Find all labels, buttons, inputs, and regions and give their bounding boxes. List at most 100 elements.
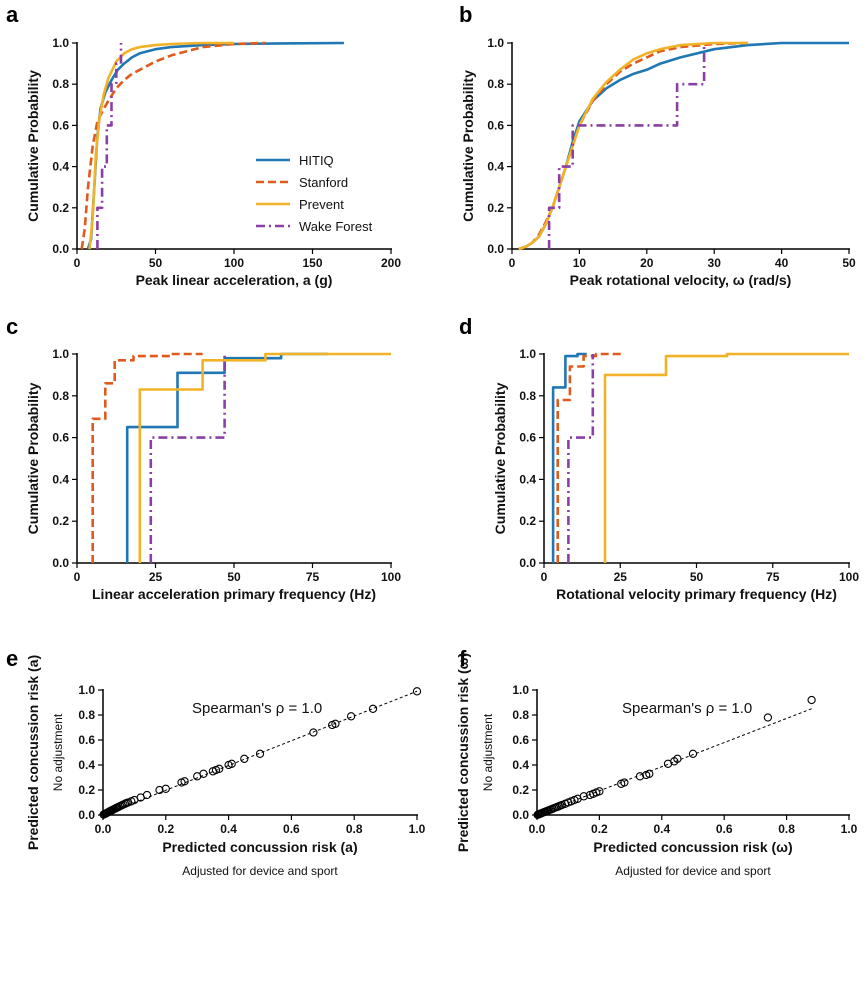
x-tick-label: 0 xyxy=(74,570,81,584)
y-tick-label: 0.2 xyxy=(512,783,529,797)
series-line-prevent xyxy=(88,41,234,250)
x-tick-label: 0.8 xyxy=(346,822,363,836)
x-tick-label: 0 xyxy=(509,256,516,270)
y-tick-label: 0.0 xyxy=(512,808,529,822)
y-tick-label: 0.8 xyxy=(78,708,95,722)
scatter-point xyxy=(346,712,356,721)
x-tick-label: 0 xyxy=(74,256,81,270)
y-tick-label: 0.4 xyxy=(512,758,529,772)
y-axis-sublabel: No adjustment xyxy=(51,713,65,791)
x-axis-label: Predicted concussion risk (a) xyxy=(162,839,357,855)
y-tick-label: 1.0 xyxy=(487,36,504,50)
y-tick-label: 0.8 xyxy=(52,389,69,403)
y-axis-label: Cumulative Probability xyxy=(25,70,41,222)
spearman-annotation: Spearman's ρ = 1.0 xyxy=(192,700,322,717)
x-axis-sublabel: Adjusted for device and sport xyxy=(182,864,338,878)
legend: HITIQ Stanford Prevent Wake Forest xyxy=(256,153,373,234)
x-tick-label: 100 xyxy=(839,570,859,584)
series-line-wake-forest xyxy=(96,43,123,249)
x-axis-label: Linear acceleration primary frequency (H… xyxy=(92,586,376,602)
y-tick-label: 0.2 xyxy=(78,783,95,797)
y-tick-label: 1.0 xyxy=(512,683,529,697)
x-axis-label: Peak linear acceleration, a (g) xyxy=(136,272,333,288)
y-tick-label: 0.2 xyxy=(52,514,69,528)
y-tick-label: 0.6 xyxy=(487,118,504,132)
y-tick-label: 0.0 xyxy=(519,556,536,570)
x-tick-label: 50 xyxy=(690,570,704,584)
x-tick-label: 100 xyxy=(381,570,401,584)
series-line-wake-forest xyxy=(567,354,595,563)
y-tick-label: 0.4 xyxy=(487,160,504,174)
spearman-annotation: Spearman's ρ = 1.0 xyxy=(622,700,752,717)
series-line-prevent xyxy=(603,352,849,563)
x-tick-label: 0.6 xyxy=(283,822,300,836)
scatter-point xyxy=(309,728,318,737)
x-tick-label: 25 xyxy=(149,570,163,584)
scatter-point xyxy=(807,695,816,705)
panel-c: c 0 25 50 75 100 0.0 0.2 0.4 0.6 0.8 1.0 Linear acce… xyxy=(6,314,401,602)
y-tick-label: 0.8 xyxy=(519,389,536,403)
y-tick-label: 1.0 xyxy=(78,683,95,697)
x-tick-label: 75 xyxy=(766,570,780,584)
x-tick-label: 50 xyxy=(227,570,241,584)
panel-label-e: e xyxy=(6,646,18,671)
y-tick-label: 0.0 xyxy=(52,242,69,256)
x-tick-label: 0.4 xyxy=(653,822,670,836)
scatter-point xyxy=(155,785,164,795)
y-tick-label: 0.0 xyxy=(78,808,95,822)
fit-line xyxy=(102,690,418,816)
x-tick-label: 0.0 xyxy=(95,822,112,836)
y-tick-label: 0.8 xyxy=(52,77,69,91)
y-axis-label: Cumulative Probability xyxy=(25,382,41,534)
scatter-point xyxy=(412,687,422,696)
x-tick-label: 0.8 xyxy=(778,822,795,836)
scatter-point xyxy=(595,787,604,796)
y-tick-label: 1.0 xyxy=(52,347,69,361)
y-tick-label: 0.2 xyxy=(487,201,504,215)
y-tick-label: 0.2 xyxy=(52,201,69,215)
y-tick-label: 1.0 xyxy=(52,36,69,50)
y-tick-label: 0.0 xyxy=(487,242,504,256)
panel-e: e 0.0 0.2 0.4 0.6 0.8 1.0 0.0 0.2 0.4 0.6 0.8 1.0 Pre… xyxy=(6,646,426,878)
panel-label-d: d xyxy=(459,314,472,339)
series-line-wake-forest xyxy=(149,354,226,563)
panel-a: a 0 50 100 150 200 0.0 0.2 0.4 0.6 0.8 1.0 Peak line… xyxy=(6,2,401,288)
legend-label: Wake Forest xyxy=(299,219,373,234)
y-tick-label: 0.6 xyxy=(78,733,95,747)
y-tick-label: 0.4 xyxy=(52,472,69,486)
y-tick-label: 1.0 xyxy=(519,347,536,361)
series-line-stanford xyxy=(91,352,203,563)
x-tick-label: 1.0 xyxy=(409,822,426,836)
panel-label-a: a xyxy=(6,2,19,27)
y-tick-label: 0.6 xyxy=(519,431,536,445)
series-line-stanford xyxy=(556,352,624,563)
x-tick-label: 1.0 xyxy=(841,822,858,836)
y-axis-sublabel: No adjustment xyxy=(481,713,495,791)
series-line-prevent xyxy=(138,352,391,563)
scatter-point xyxy=(579,792,588,801)
x-tick-label: 25 xyxy=(614,570,628,584)
y-tick-label: 0.8 xyxy=(487,77,504,91)
scatter-point xyxy=(180,777,189,786)
series-line-hitiq xyxy=(125,352,329,563)
y-axis-label: Cumulative Probability xyxy=(492,382,508,534)
y-tick-label: 0.2 xyxy=(519,514,536,528)
scatter-point xyxy=(673,754,682,763)
scatter-point xyxy=(227,759,236,768)
x-tick-label: 0.2 xyxy=(157,822,174,836)
scatter-point xyxy=(199,769,208,778)
scatter-point xyxy=(368,704,378,713)
x-tick-label: 150 xyxy=(302,256,322,270)
scatter-point xyxy=(161,784,170,793)
scatter-point xyxy=(142,790,152,800)
scatter-point xyxy=(255,749,265,758)
scatter-point xyxy=(688,749,698,758)
scatter-point xyxy=(215,764,224,773)
panel-f: f 0.0 0.2 0.4 0.6 0.8 1.0 0.0 0.2 0.4 0.6 0.8 1.0 Pre… xyxy=(455,646,858,878)
x-tick-label: 0 xyxy=(541,570,548,584)
scatter-point xyxy=(331,719,340,728)
legend-label: Prevent xyxy=(299,197,344,212)
x-tick-label: 0.6 xyxy=(716,822,733,836)
panel-label-f: f xyxy=(459,646,467,671)
x-axis-label: Rotational velocity primary frequency (H… xyxy=(556,586,837,602)
